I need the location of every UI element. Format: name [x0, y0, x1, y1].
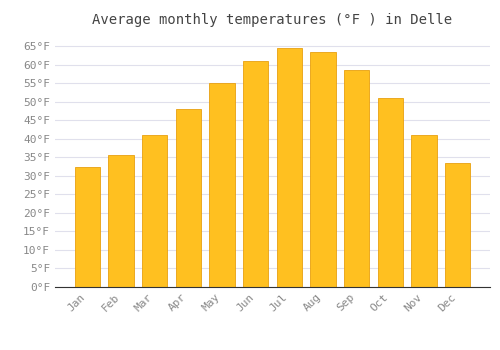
Title: Average monthly temperatures (°F ) in Delle: Average monthly temperatures (°F ) in De…: [92, 13, 452, 27]
Bar: [412, 135, 436, 287]
Bar: [75, 167, 100, 287]
Bar: [276, 48, 302, 287]
Bar: [243, 61, 268, 287]
Bar: [344, 70, 370, 287]
Bar: [142, 135, 168, 287]
Bar: [210, 83, 234, 287]
Bar: [378, 98, 403, 287]
Bar: [108, 155, 134, 287]
Bar: [310, 52, 336, 287]
Bar: [445, 163, 470, 287]
Bar: [176, 109, 201, 287]
